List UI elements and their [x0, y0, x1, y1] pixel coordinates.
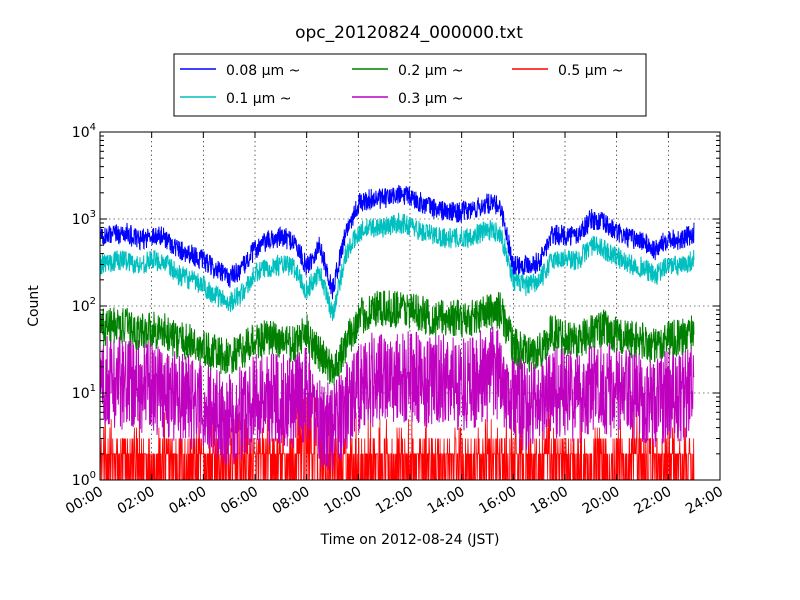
x-axis-label: Time on 2012-08-24 (JST) [320, 532, 500, 548]
y-tick-label: 100 [72, 470, 96, 489]
series-line-3 [100, 326, 695, 472]
series-group [100, 184, 695, 480]
y-tick-label: 104 [72, 122, 96, 141]
legend: 0.08 μm ~ 0.1 μm ~ 0.2 μm ~ 0.3 μm ~ 0.5 μm … [173, 53, 647, 117]
y-tick-label: 102 [72, 296, 96, 315]
legend-label: 0.3 μm ~ [398, 91, 463, 107]
chart-title: opc_20120824_000000.txt [295, 23, 523, 43]
series-line-2 [100, 290, 695, 386]
y-tick-labels: 100 101 102 103 104 [72, 122, 96, 489]
y-axis-label: Count [26, 285, 42, 327]
ticks [99, 131, 721, 481]
y-tick-label: 101 [72, 383, 96, 402]
series-line-0 [100, 184, 695, 300]
series-line-4 [100, 393, 695, 480]
y-tick-label: 103 [72, 209, 96, 228]
legend-label: 0.2 μm ~ [398, 63, 463, 79]
legend-box [173, 53, 647, 117]
legend-label: 0.5 μm ~ [558, 63, 623, 79]
legend-label: 0.08 μm ~ [226, 63, 300, 79]
series-line-1 [100, 212, 695, 321]
legend-label: 0.1 μm ~ [226, 91, 291, 107]
